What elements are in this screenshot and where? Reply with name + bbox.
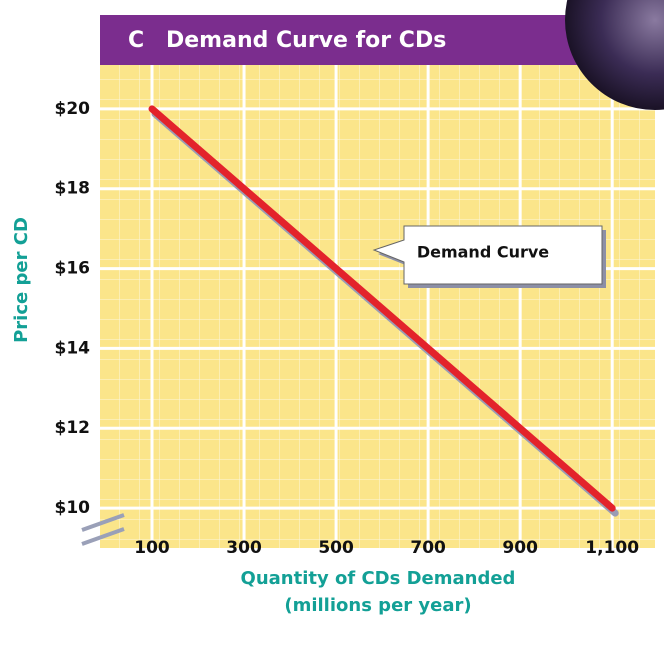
y-tick-label: $10 [55,498,91,518]
y-tick-label: $18 [55,179,91,199]
y-tick-label: $20 [55,99,91,119]
x-tick-label: 1,100 [585,538,639,558]
x-axis-label: (millions per year) [284,595,471,616]
x-axis-label: Quantity of CDs Demanded [241,568,516,589]
y-tick-label: $12 [55,418,91,438]
x-tick-label: 900 [502,538,538,558]
cd-image [565,0,664,110]
y-tick-label: $14 [55,338,91,358]
chart-title: Demand Curve for CDs [166,28,446,53]
callout: Demand Curve [372,225,606,288]
title-bar [100,15,600,65]
axis-break [81,513,125,546]
panel-label: C [128,28,144,53]
series-label: Demand Curve [417,243,549,262]
x-tick-label: 300 [226,538,262,558]
y-axis-label: Price per CD [11,217,32,343]
x-tick-label: 100 [134,538,170,558]
y-tick-label: $16 [55,259,91,279]
x-tick-label: 700 [410,538,446,558]
line [148,105,616,512]
x-tick-label: 500 [318,538,354,558]
